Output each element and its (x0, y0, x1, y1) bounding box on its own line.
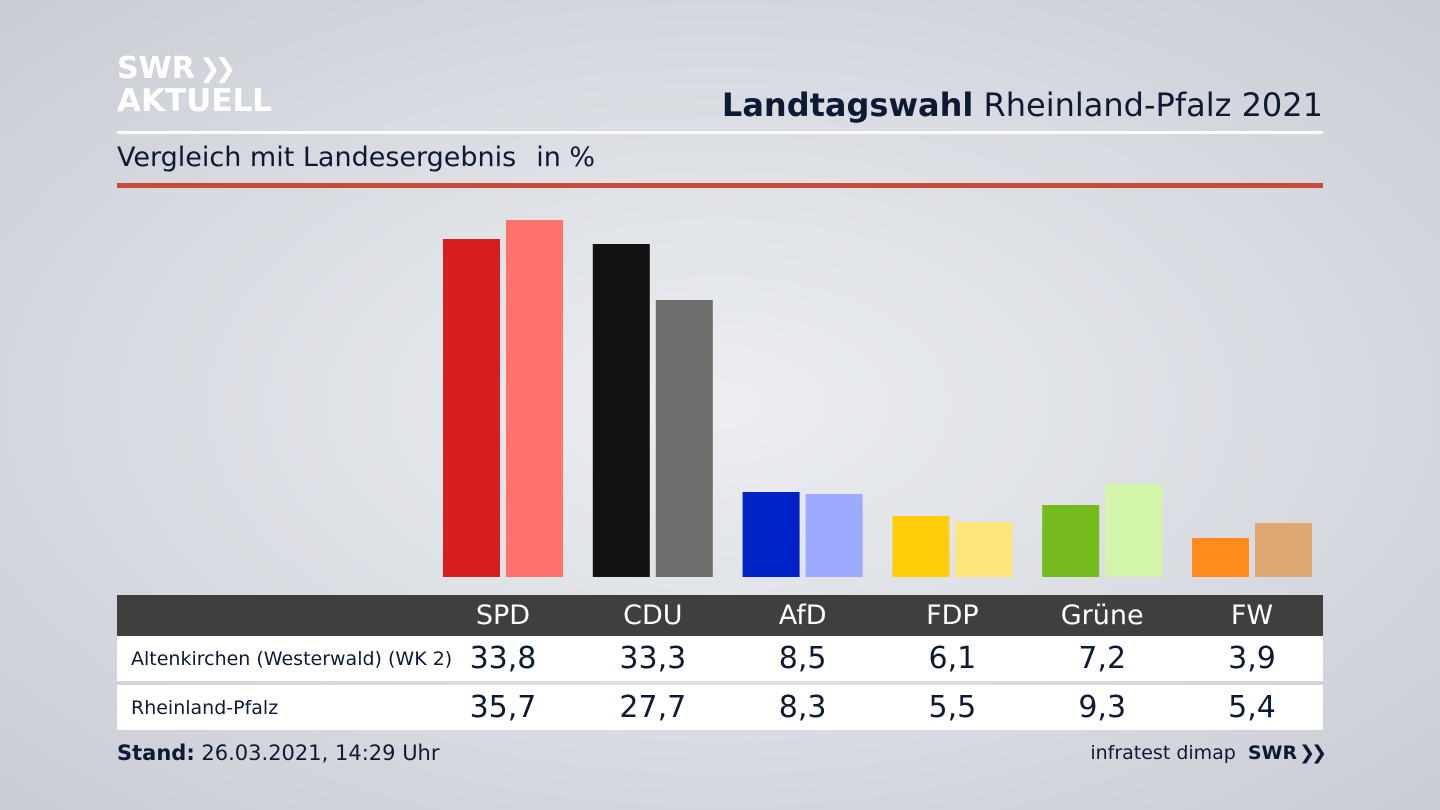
source-text: infratest dimap (1090, 742, 1236, 764)
value-cell: 5,4 (1228, 690, 1276, 725)
bar-cdu-land (655, 300, 713, 577)
accent-divider (117, 183, 1323, 188)
logo-line2: AKTUELL (117, 83, 273, 119)
title-bold: Landtagswahl (721, 86, 974, 124)
swr-aktuell-logo: SWR ❯❯ AKTUELL (117, 54, 272, 117)
source-logo: SWR ❯❯ (1247, 742, 1327, 764)
source-credit: infratest dimap SWR ❯❯ (1090, 742, 1327, 764)
value-cell: 33,8 (469, 641, 537, 676)
bar-cdu-wahlkreis (592, 244, 650, 577)
bar-fw-land (1255, 523, 1312, 577)
title-rest: Rheinland-Pfalz 2021 (983, 86, 1323, 124)
title-divider (117, 131, 1323, 134)
value-cell: 35,7 (469, 690, 537, 725)
value-cell: 7,2 (1078, 641, 1127, 676)
subtitle-text: Vergleich mit Landesergebnis (117, 142, 517, 173)
table-row: Altenkirchen (Westerwald) (WK 2) 33,8 33,… (117, 636, 1323, 681)
column-header-spd: SPD (475, 600, 531, 631)
bar-afd-land (805, 494, 863, 577)
bar-fw-wahlkreis (1192, 538, 1249, 577)
timestamp: Stand: 26.03.2021, 14:29 Uhr (117, 741, 440, 765)
column-header-fdp: FDP (926, 600, 979, 631)
bar-spd-wahlkreis (443, 239, 500, 577)
table-row: Rheinland-Pfalz 35,7 27,7 8,3 5,5 9,3 5,4 (117, 685, 1323, 730)
column-header-cdu: CDU (623, 600, 683, 631)
subtitle-unit: in % (536, 142, 596, 173)
table-header-row: SPD CDU AfD FDP Grüne FW (117, 595, 1323, 636)
bar-spd-land (506, 220, 563, 577)
column-header-afd: AfD (778, 600, 827, 631)
chevron-logo-icon: ❯❯ (198, 54, 236, 84)
row-label: Altenkirchen (Westerwald) (WK 2) (131, 647, 453, 670)
bar-afd-wahlkreis (742, 492, 800, 577)
results-table: SPD CDU AfD FDP Grüne FW Altenkirchen (Wester… (117, 595, 1323, 730)
logo-line1: SWR (117, 51, 195, 86)
row-label: Rheinland-Pfalz (131, 696, 279, 719)
value-cell: 27,7 (619, 690, 687, 725)
value-cell: 8,5 (778, 641, 827, 676)
column-header-gruene: Grüne (1060, 600, 1144, 631)
value-cell: 6,1 (928, 641, 977, 676)
value-cell: 33,3 (619, 641, 687, 676)
bar-fdp-wahlkreis (892, 516, 950, 577)
value-cell: 3,9 (1228, 641, 1276, 676)
page-title: Landtagswahl Rheinland-Pfalz 2021 (722, 86, 1323, 124)
stand-label: Stand: (117, 741, 195, 765)
value-cell: 8,3 (778, 690, 827, 725)
chart-subtitle: Vergleich mit Landesergebnis in % (117, 142, 595, 173)
bar-gruene-land (1105, 484, 1163, 577)
value-cell: 5,5 (928, 690, 977, 725)
value-cell: 9,3 (1078, 690, 1127, 725)
chevron-logo-icon: ❯❯ (1299, 742, 1327, 764)
column-header-fw: FW (1230, 600, 1274, 631)
bar-gruene-wahlkreis (1042, 505, 1100, 577)
stand-value: 26.03.2021, 14:29 Uhr (201, 741, 440, 765)
bar-fdp-land (955, 522, 1013, 577)
